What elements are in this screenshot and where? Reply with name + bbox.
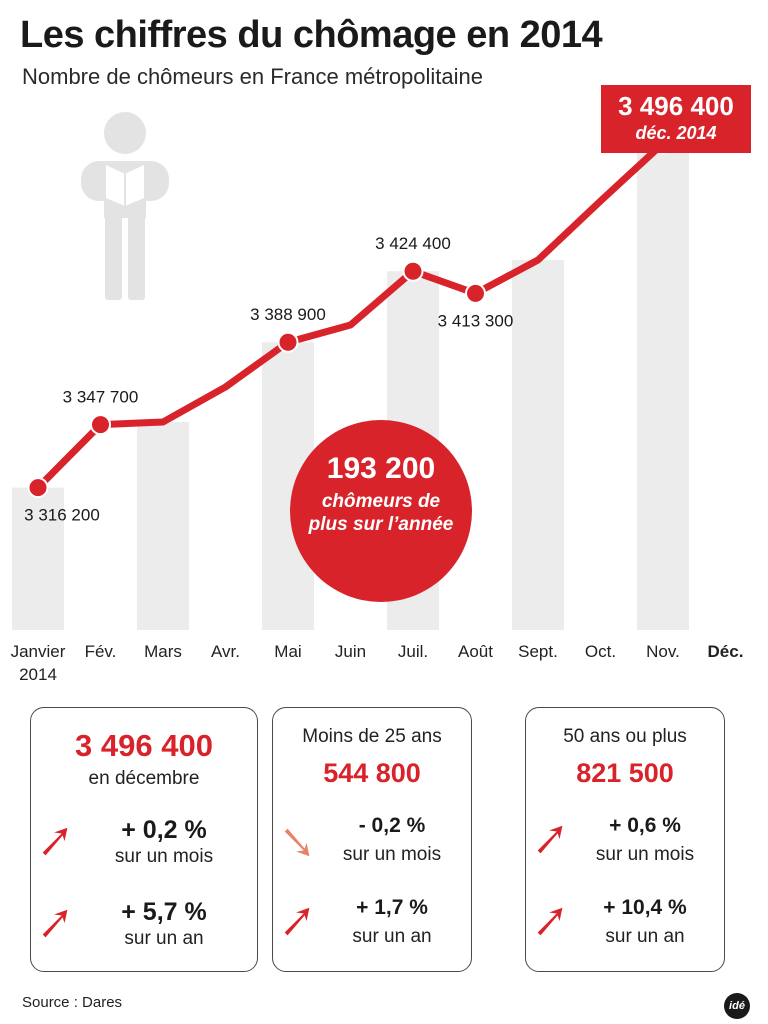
series-line — [34, 123, 729, 492]
background-bar — [137, 422, 189, 630]
x-tick-label: Nov. — [646, 642, 680, 661]
stat-change: + 0,2 % — [121, 816, 207, 844]
background-bar — [512, 260, 564, 630]
yearly-increase-text: chômeurs de plus sur l’année — [308, 491, 454, 535]
yearly-increase-value: 193 200 — [326, 452, 436, 485]
stat-row-year: + 10,4 % sur un an — [526, 896, 724, 956]
x-tick-label: Sept. — [518, 642, 558, 661]
x-tick-label: Août — [458, 642, 493, 661]
arrow-up-icon — [284, 907, 310, 936]
stat-box-value: 821 500 — [576, 758, 674, 788]
arrow-down-icon — [284, 828, 310, 857]
arrow-up-icon — [537, 907, 563, 936]
stat-row-year: + 5,7 % sur un an — [31, 898, 257, 958]
stat-box-value: 544 800 — [323, 758, 421, 788]
arrow-up-icon — [42, 827, 68, 856]
stat-box-label: 50 ans ou plus — [563, 726, 687, 747]
arrow-up-icon — [537, 825, 563, 854]
stat-change: + 0,6 % — [609, 814, 681, 837]
source-credit: Source : Dares — [22, 994, 123, 1011]
x-tick-label: Fév. — [84, 642, 117, 661]
stat-row-month: - 0,2 % sur un mois — [273, 814, 471, 874]
callout-date: déc. 2014 — [635, 123, 717, 143]
stat-change: + 10,4 % — [603, 896, 687, 919]
stat-period: sur un mois — [114, 846, 214, 867]
stat-box-label: en décembre — [88, 768, 200, 789]
x-tick-label: Oct. — [584, 642, 617, 661]
data-point — [402, 260, 424, 282]
x-tick-label: Juil. — [397, 642, 429, 661]
stat-change: + 1,7 % — [356, 896, 428, 919]
stat-period: sur un an — [124, 928, 204, 949]
stat-period: sur un mois — [595, 844, 695, 865]
stat-row-month: + 0,2 % sur un mois — [31, 816, 257, 876]
data-label: 3 388 900 — [250, 305, 326, 324]
stat-period: sur un an — [352, 926, 432, 947]
latest-value-callout: 3 496 400 déc. 2014 — [601, 85, 751, 153]
stat-box-label: Moins de 25 ans — [302, 726, 442, 747]
ide-logo: idé — [724, 993, 750, 1019]
data-point — [27, 477, 49, 499]
stat-change: - 0,2 % — [358, 814, 426, 837]
stat-period: sur un mois — [342, 844, 442, 865]
callout-value: 3 496 400 — [618, 91, 734, 121]
stat-box-over-50: 50 ans ou plus 821 500 + 0,6 % sur un mo… — [525, 707, 725, 972]
stat-box-total: 3 496 400 en décembre + 0,2 % sur un moi… — [30, 707, 258, 972]
stat-box-value: 3 496 400 — [75, 728, 213, 763]
person-reading-icon — [81, 112, 169, 300]
arrow-up-icon — [42, 909, 68, 938]
stat-box-under-25: Moins de 25 ans 544 800 - 0,2 % sur un m… — [272, 707, 472, 972]
x-tick-label: Mai — [274, 642, 302, 661]
page-title: Les chiffres du chômage en 2014 — [20, 14, 603, 56]
stat-change: + 5,7 % — [121, 898, 207, 926]
page-subtitle: Nombre de chômeurs en France métropolita… — [22, 64, 484, 89]
data-point — [465, 282, 486, 304]
stat-row-year: + 1,7 % sur un an — [273, 896, 471, 956]
stat-row-month: + 0,6 % sur un mois — [526, 814, 724, 874]
x-tick-label: Mars — [144, 642, 182, 661]
stat-period: sur un an — [605, 926, 685, 947]
data-label: 3 316 200 — [24, 506, 100, 525]
x-tick-label: Déc. — [707, 642, 744, 661]
data-points — [27, 118, 735, 499]
x-tick-label: Juin — [334, 642, 367, 661]
data-point — [277, 331, 299, 353]
background-bar — [637, 143, 689, 630]
data-label: 3 424 400 — [375, 234, 451, 253]
data-label: 3 347 700 — [63, 388, 139, 407]
x-tick-label: Avr. — [211, 642, 240, 661]
background-bar — [12, 487, 64, 630]
yearly-increase-bubble: 193 200 chômeurs de plus sur l’année — [290, 420, 472, 602]
data-point — [90, 414, 111, 436]
data-label: 3 413 300 — [438, 311, 514, 330]
x-tick-label: Janvier 2014 — [10, 642, 66, 684]
